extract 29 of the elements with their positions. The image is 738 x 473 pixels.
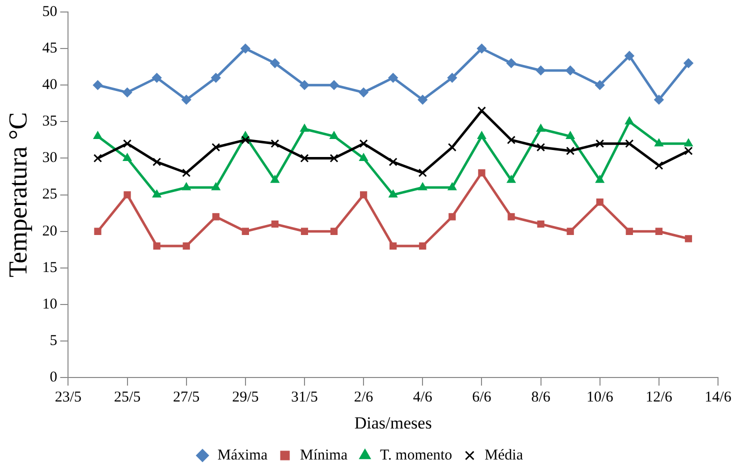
x-tick-label: 25/5 — [114, 390, 141, 406]
x-tick-label: 31/5 — [291, 390, 318, 406]
x-tick-label: 27/5 — [173, 390, 200, 406]
legend-label: T. momento — [380, 447, 452, 464]
x-tick-label: 4/6 — [413, 390, 433, 406]
y-tick-label: 45 — [42, 40, 58, 56]
y-tick-label: 35 — [42, 114, 58, 130]
legend-label: Média — [484, 447, 524, 464]
y-tick-label: 30 — [42, 150, 58, 166]
y-tick-label: 5 — [50, 332, 58, 349]
x-tick-label: 2/6 — [354, 390, 374, 406]
x-tick-label: 23/5 — [54, 390, 82, 406]
x-tick-label: 12/6 — [646, 390, 673, 406]
y-tick-label: 15 — [42, 260, 58, 276]
x-tick-label: 8/6 — [531, 390, 551, 406]
x-axis-title: Dias/meses — [354, 413, 432, 432]
y-tick-label: 25 — [42, 186, 58, 203]
y-tick-label: 40 — [42, 77, 58, 94]
y-axis-title: Temperatura °C — [3, 112, 32, 278]
y-tick-label: 20 — [42, 223, 58, 240]
y-tick-label: 50 — [42, 4, 58, 20]
legend-label: Mínima — [300, 447, 348, 464]
legend-label: Máxima — [217, 447, 268, 464]
x-tick-label: 10/6 — [586, 390, 614, 406]
y-tick-label: 10 — [42, 296, 58, 312]
y-tick-label: 0 — [50, 370, 58, 386]
x-tick-label: 14/6 — [704, 390, 732, 406]
x-tick-label: 29/5 — [232, 390, 259, 406]
x-tick-label: 6/6 — [472, 390, 492, 406]
